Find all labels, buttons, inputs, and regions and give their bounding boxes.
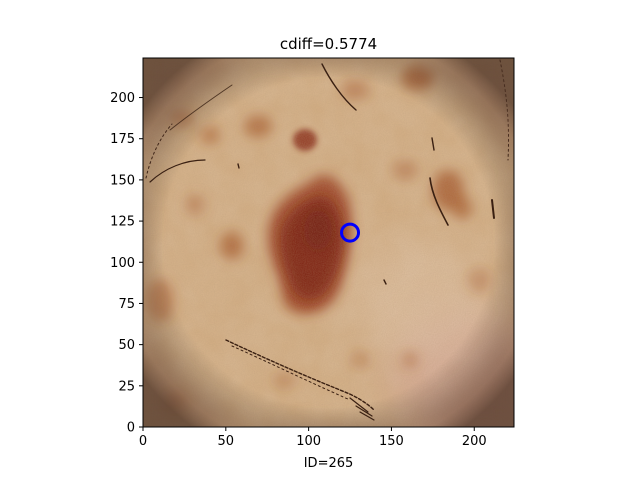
x-tick-label: 200 [462, 434, 487, 449]
y-tick-label: 150 [110, 173, 135, 188]
dermoscopy-image [143, 58, 514, 427]
y-axis-ticks: 0 25 50 75 100 125 150 175 200 [110, 91, 143, 436]
plot-frame [142, 57, 515, 428]
y-tick-label: 100 [110, 256, 135, 271]
y-tick-label: 25 [118, 379, 135, 394]
x-axis-ticks: 0 50 100 150 200 [139, 427, 487, 449]
dermoscope-ring [143, 58, 514, 427]
dermoscope-vignette [143, 58, 514, 427]
x-axis-label: ID=265 [304, 456, 354, 471]
x-tick-label: 150 [379, 434, 404, 449]
y-tick-label: 75 [118, 297, 135, 312]
y-tick-label: 125 [110, 215, 135, 230]
x-tick-label: 50 [218, 434, 235, 449]
y-tick-label: 175 [110, 132, 135, 147]
y-tick-label: 200 [110, 91, 135, 106]
y-tick-label: 0 [127, 421, 135, 436]
x-tick-label: 0 [139, 434, 147, 449]
marker-circle [340, 222, 361, 243]
y-tick-label: 50 [118, 338, 135, 353]
x-tick-label: 100 [296, 434, 321, 449]
chart-title: cdiff=0.5774 [280, 35, 377, 53]
